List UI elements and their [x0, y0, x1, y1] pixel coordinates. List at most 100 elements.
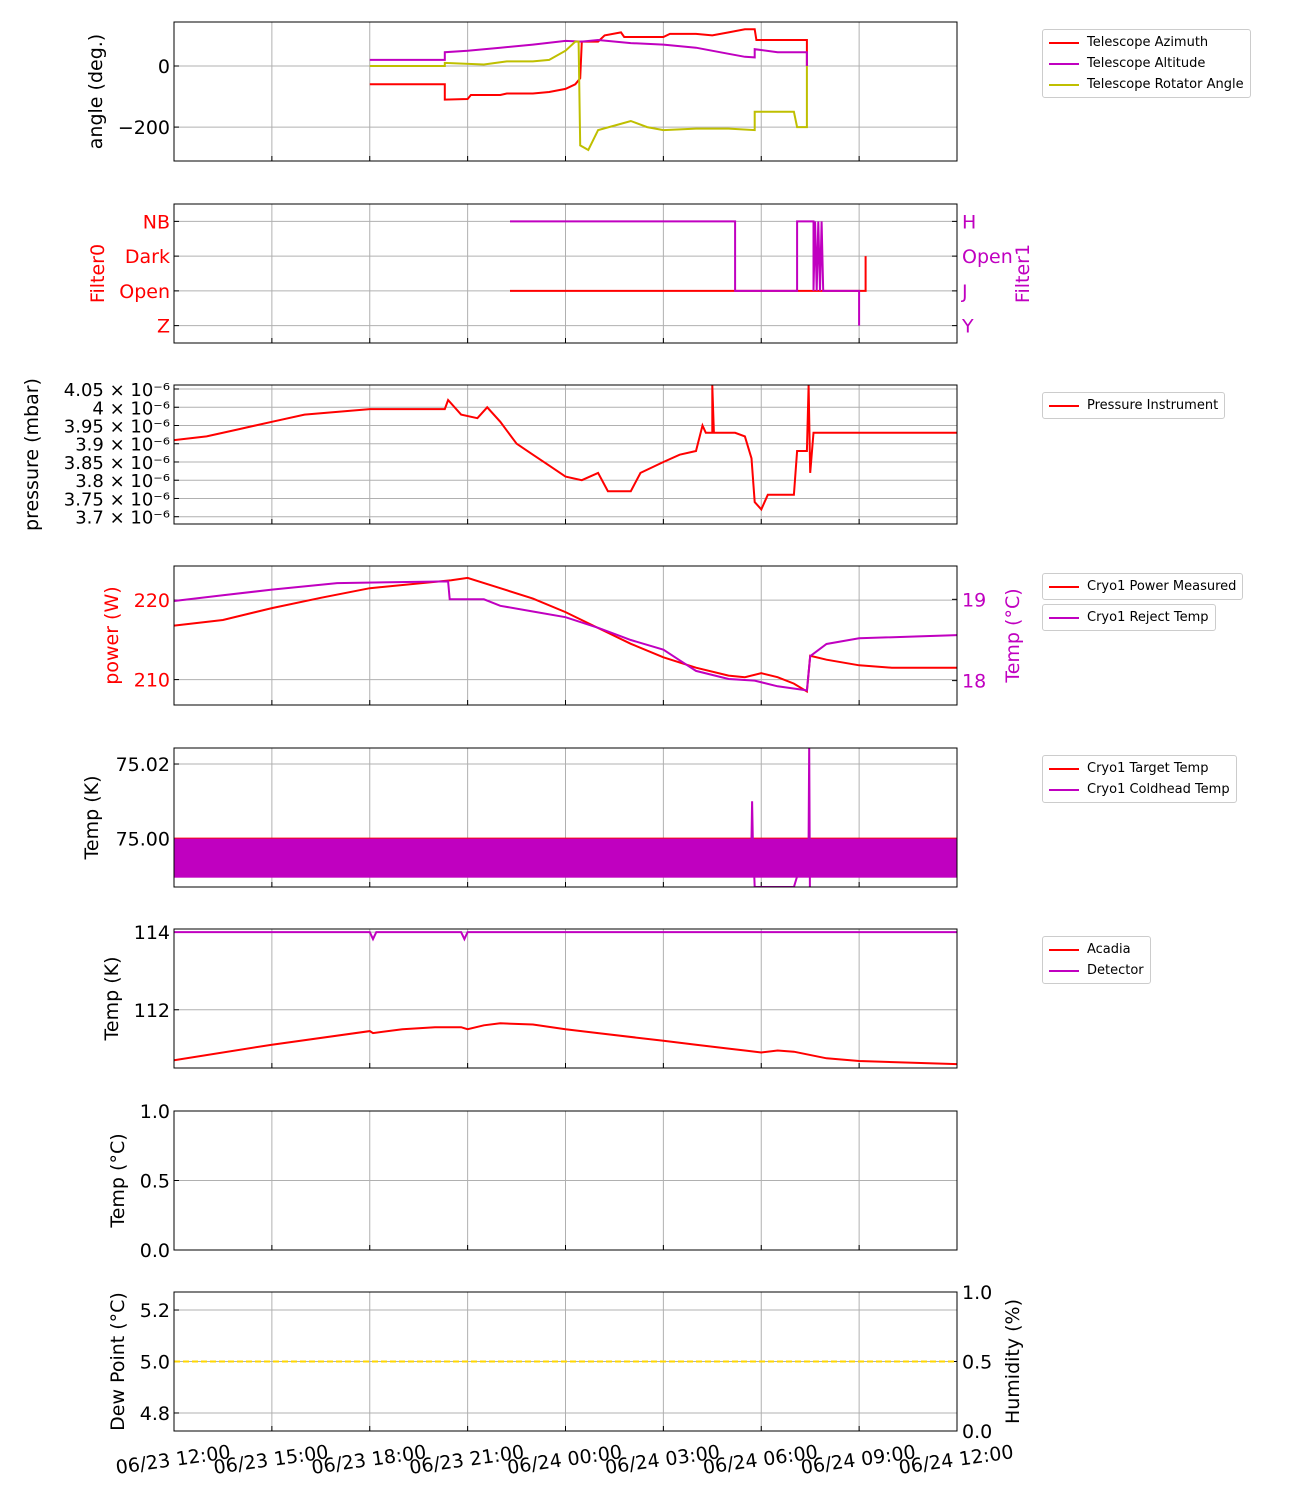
y-tick-label: 4.8	[140, 1403, 170, 1425]
series-line-cryo1-coldhead-temp	[750, 748, 811, 887]
y-tick-label: 75.00	[116, 829, 170, 851]
legend-entry: Telescope Azimuth	[1049, 32, 1244, 53]
legend-label: Pressure Instrument	[1087, 398, 1219, 413]
plot-frame	[173, 21, 958, 162]
plot-frame	[173, 928, 958, 1069]
legend: Telescope Azimuth Telescope Altitude Teles…	[1042, 29, 1251, 98]
y-axis-label: Temp (K)	[101, 957, 123, 1042]
subplot-3: 4.05 × 10⁻⁶4 × 10⁻⁶3.95 × 10⁻⁶3.9 × 10⁻⁶…	[21, 378, 958, 531]
series-line-telescope-azimuth	[369, 28, 808, 101]
series-line-telescope-altitude	[369, 38, 808, 66]
legend-label: Telescope Azimuth	[1087, 35, 1209, 50]
y-axis-label: angle (deg.)	[85, 34, 107, 149]
legend-swatch	[1049, 585, 1079, 588]
legend-swatch	[1049, 41, 1079, 44]
y-tick-label: 3.8 × 10⁻⁶	[75, 471, 170, 492]
y-axis-label: Temp (K)	[81, 776, 103, 861]
series-line-detector	[174, 931, 957, 942]
plot-frame	[173, 384, 958, 525]
y-tick-label: 5.0	[140, 1352, 170, 1374]
subplot-5: 75.02 75.00 Temp (K)	[81, 747, 958, 888]
y-right-tick-label: 19	[962, 589, 986, 611]
plot-frame	[173, 747, 958, 888]
y-axis-label: power (W)	[101, 586, 123, 684]
legend-swatch	[1049, 404, 1079, 407]
y-tick-label: Z	[157, 316, 170, 338]
series-line-acadia	[174, 1022, 957, 1066]
series-band	[174, 838, 957, 878]
series-line-cryo1-reject-temp	[174, 580, 957, 692]
legend-label: Cryo1 Reject Temp	[1087, 610, 1209, 625]
legend: Cryo1 Target Temp Cryo1 Coldhead Temp	[1042, 755, 1237, 803]
y-tick-label: 1.0	[140, 1101, 170, 1123]
legend: Acadia Detector	[1042, 936, 1151, 984]
legend-swatch	[1049, 616, 1079, 619]
y-tick-label: 112	[134, 1000, 170, 1022]
y-tick-label: 3.9 × 10⁻⁶	[75, 435, 170, 456]
legend-label: Telescope Rotator Angle	[1087, 77, 1244, 92]
y-right-tick-label: 0.0	[962, 1421, 992, 1443]
legend-swatch	[1049, 788, 1079, 791]
y-right-tick-label: 0.5	[962, 1352, 992, 1374]
subplot-7: 1.0 0.5 0.0 Temp (°C)	[107, 1101, 958, 1262]
legend-swatch	[1049, 948, 1079, 951]
y-tick-label: 220	[134, 590, 170, 612]
legend-entry: Acadia	[1049, 939, 1144, 960]
subplot-8: 5.2 5.0 4.8 1.0 0.5 0.0 Humidity (%) Dew Point …	[107, 1282, 1024, 1443]
y-tick-label: 5.2	[140, 1300, 170, 1322]
x-tick-label: 06/24 12:00	[897, 1441, 1014, 1479]
legend-label: Cryo1 Power Measured	[1087, 579, 1237, 594]
y-right-tick-label: 18	[962, 671, 986, 693]
y-tick-label: 75.02	[116, 754, 170, 776]
subplot-1: 0 −200 angle (deg.)	[85, 21, 958, 162]
y-right-axis-label: Temp (°C)	[1002, 588, 1024, 683]
y-tick-label: 4 × 10⁻⁶	[92, 398, 170, 419]
subplot-2: Z Open Dark NB YJ Open H Filter1 Filter0	[87, 203, 1034, 344]
legend-swatch	[1049, 969, 1079, 972]
legend-label: Acadia	[1087, 942, 1131, 957]
y-tick-label: 3.75 × 10⁻⁶	[64, 489, 170, 510]
plot-frame	[173, 203, 958, 344]
legend-label: Detector	[1087, 963, 1144, 978]
legend-label: Cryo1 Coldhead Temp	[1087, 782, 1230, 797]
y-tick-label: 3.7 × 10⁻⁶	[75, 508, 170, 529]
y-tick-label: Dark	[125, 246, 170, 268]
plot-frame	[173, 565, 958, 706]
y-tick-label: 0.5	[140, 1171, 170, 1193]
legend: Cryo1 Power Measured	[1042, 573, 1244, 600]
y-axis-label: Temp (°C)	[107, 1133, 129, 1228]
legend-entry: Telescope Rotator Angle	[1049, 74, 1244, 95]
legend: Cryo1 Reject Temp	[1042, 604, 1216, 631]
y-right-tick-label: 1.0	[962, 1282, 992, 1304]
y-tick-label: 4.05 × 10⁻⁶	[64, 380, 170, 401]
legend-entry: Pressure Instrument	[1049, 395, 1218, 416]
plot-frame	[173, 1110, 958, 1251]
y-tick-label: Open	[119, 281, 170, 303]
y-right-axis-label: Filter1	[1012, 244, 1034, 303]
legend-swatch	[1049, 83, 1079, 86]
y-right-tick-label: Open	[962, 246, 1013, 268]
y-right-axis-label: Humidity (%)	[1002, 1299, 1024, 1424]
subplot-4: 220 210 19 18 Temp (°C) power (W)	[101, 565, 1024, 706]
series-line-filter1	[510, 220, 861, 326]
y-tick-label: 3.85 × 10⁻⁶	[64, 453, 170, 474]
y-tick-label: 114	[134, 922, 170, 944]
subplot-6: 114 112 Temp (K)	[101, 922, 958, 1069]
y-axis-label: Dew Point (°C)	[107, 1292, 129, 1431]
legend-swatch	[1049, 767, 1079, 770]
legend-entry: Cryo1 Coldhead Temp	[1049, 779, 1230, 800]
y-right-tick-label: Y	[961, 316, 974, 338]
legend: Pressure Instrument	[1042, 392, 1226, 419]
legend-entry: Cryo1 Target Temp	[1049, 758, 1230, 779]
y-right-tick-label: J	[961, 281, 968, 303]
series-line-filter0	[510, 256, 867, 292]
y-tick-label: 0.0	[140, 1240, 170, 1262]
y-tick-label: NB	[143, 211, 170, 233]
series-line-pressure-instrument	[174, 385, 957, 512]
y-tick-label: −200	[118, 117, 170, 139]
y-tick-label: 3.95 × 10⁻⁶	[64, 416, 170, 437]
y-tick-label: 210	[134, 670, 170, 692]
legend-entry: Cryo1 Reject Temp	[1049, 607, 1209, 628]
